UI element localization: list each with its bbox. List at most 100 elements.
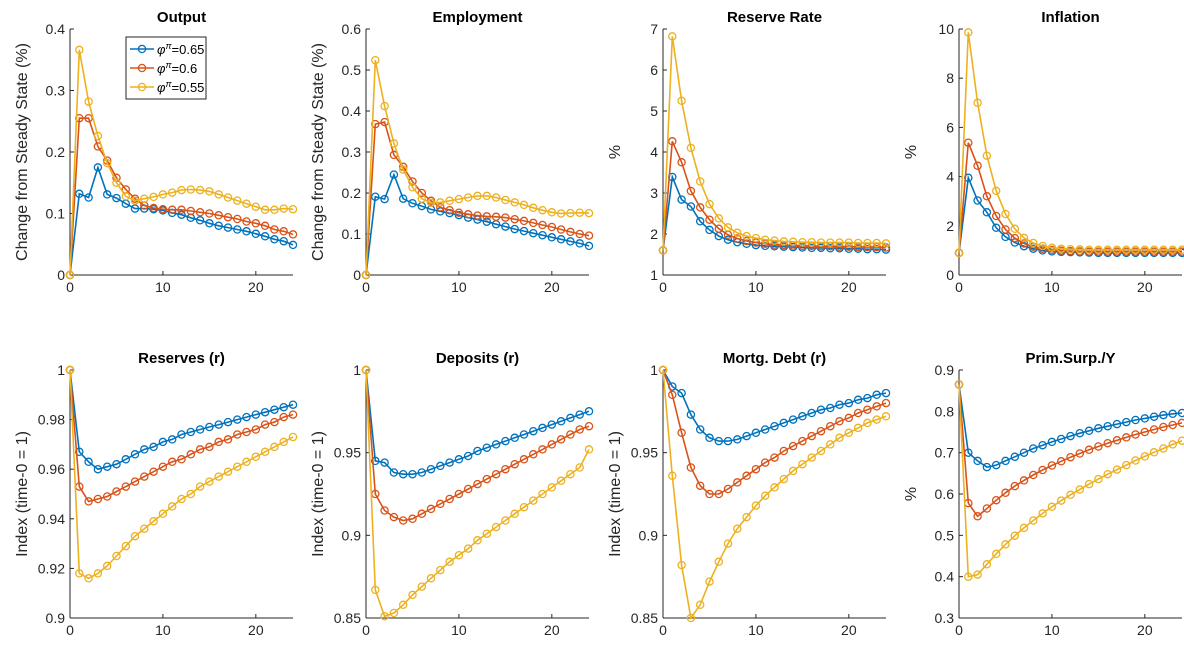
data-point	[130, 531, 140, 541]
data-point	[686, 463, 696, 472]
data-point	[158, 437, 168, 447]
data-point	[1038, 244, 1047, 253]
data-point	[798, 237, 807, 247]
y-tick-label: 0.9	[639, 527, 659, 543]
data-point	[1094, 245, 1103, 254]
y-tick-label: 0.94	[38, 511, 65, 527]
data-point	[973, 456, 982, 466]
y-tick-label: 0.9	[935, 362, 955, 378]
data-point	[214, 437, 223, 447]
data-point	[881, 243, 891, 252]
data-point	[149, 517, 158, 526]
data-point	[1112, 465, 1122, 474]
data-point	[408, 183, 417, 192]
data-point	[1019, 233, 1029, 243]
data-point	[751, 428, 761, 438]
series-line	[662, 369, 887, 442]
data-point	[242, 427, 251, 437]
data-point	[371, 456, 380, 466]
data-point	[1149, 448, 1159, 457]
data-point	[1168, 245, 1177, 254]
data-point	[491, 193, 501, 202]
data-point	[454, 455, 464, 464]
data-point	[982, 462, 992, 472]
y-tick-label: 0.2	[46, 144, 66, 160]
data-point	[863, 238, 872, 248]
data-point	[816, 238, 826, 247]
series-1	[954, 380, 1184, 472]
data-point	[742, 431, 751, 441]
data-point	[408, 514, 417, 524]
series-3	[65, 45, 298, 280]
data-point	[1066, 452, 1075, 462]
data-point	[695, 203, 705, 212]
data-point	[510, 224, 519, 234]
data-point	[445, 557, 454, 567]
data-point	[668, 32, 677, 41]
data-point	[177, 210, 186, 219]
data-point	[149, 467, 158, 476]
series-1	[65, 365, 298, 474]
data-point	[251, 229, 261, 239]
data-point	[954, 380, 964, 389]
y-tick-label: 0.5	[935, 527, 955, 543]
data-point	[501, 213, 510, 222]
data-point	[482, 191, 492, 201]
data-point	[844, 413, 854, 423]
data-point	[112, 551, 121, 561]
data-point	[853, 395, 863, 405]
data-point	[279, 236, 288, 246]
data-point	[733, 478, 742, 487]
series-line	[69, 164, 294, 276]
data-point	[436, 565, 445, 575]
panel-title: Reserves (r)	[138, 350, 225, 367]
data-point	[158, 509, 168, 519]
data-point	[102, 190, 112, 199]
data-point	[473, 536, 482, 545]
data-point	[501, 195, 510, 205]
data-point	[584, 231, 594, 240]
data-point	[1168, 440, 1177, 449]
data-point	[1094, 424, 1103, 433]
y-axis-label: Change from Steady State (%)	[310, 43, 327, 261]
data-point	[991, 460, 1001, 470]
series-line	[958, 142, 1182, 253]
y-tick-label: 0.4	[46, 21, 66, 37]
data-point	[223, 193, 233, 202]
data-point	[964, 138, 973, 147]
data-point	[1001, 225, 1010, 234]
data-point	[1168, 420, 1177, 430]
y-tick-label: 1	[57, 362, 65, 378]
data-point	[844, 428, 854, 438]
data-point	[779, 237, 789, 246]
data-point	[205, 187, 214, 196]
panel-title: Inflation	[1041, 9, 1099, 26]
data-point	[668, 137, 677, 146]
data-point	[742, 512, 751, 522]
y-tick-label: 0.4	[935, 569, 955, 585]
data-point	[510, 214, 519, 224]
data-point	[242, 457, 251, 467]
x-tick-label: 20	[841, 622, 857, 638]
data-point	[1047, 461, 1057, 470]
data-point	[112, 459, 121, 469]
data-point	[223, 223, 233, 232]
data-point	[491, 469, 501, 479]
data-point	[566, 430, 575, 439]
data-point	[1159, 245, 1168, 254]
data-point	[733, 435, 742, 444]
data-point	[556, 476, 566, 486]
data-point	[445, 494, 454, 504]
data-point	[223, 212, 233, 222]
data-point	[417, 188, 427, 198]
data-point	[288, 240, 298, 250]
data-point	[705, 577, 714, 586]
series-line	[69, 369, 294, 471]
x-tick-label: 0	[659, 622, 667, 638]
series-line	[69, 49, 294, 276]
data-point	[575, 229, 584, 239]
series-line	[662, 140, 887, 251]
data-point	[270, 225, 279, 234]
data-point	[547, 222, 557, 232]
